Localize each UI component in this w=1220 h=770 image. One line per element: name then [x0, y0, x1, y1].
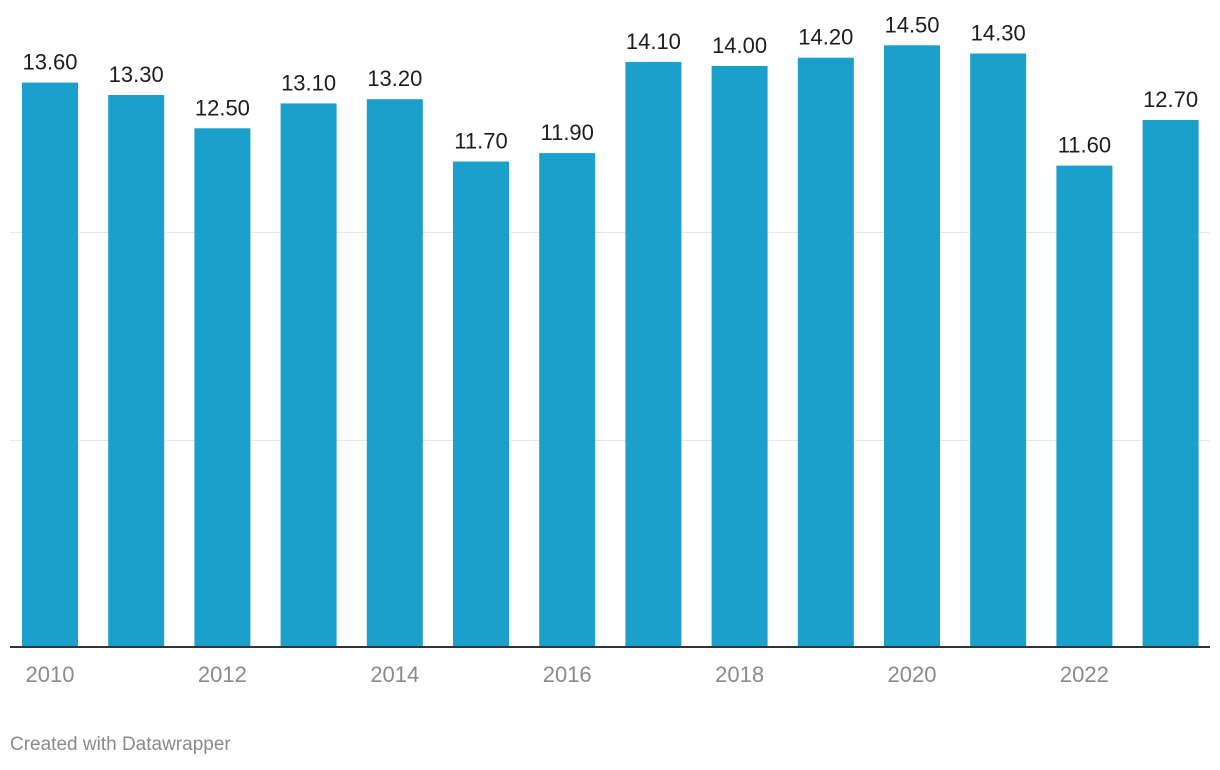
- x-tick-label-2018: 2018: [715, 662, 764, 687]
- bar-2022: [1056, 165, 1113, 647]
- value-label-2010: 13.60: [22, 50, 77, 75]
- x-tick-label-2012: 2012: [198, 662, 247, 687]
- gridlines: [10, 232, 1210, 441]
- value-labels: 13.60 13.30 12.50 13.10 13.20 11.70 11.90 14.10…: [22, 12, 1198, 157]
- credit-text: Created with Datawrapper: [10, 734, 231, 755]
- bar-2020: [884, 45, 940, 648]
- bar-2014: [366, 99, 423, 647]
- x-tick-label-2014: 2014: [370, 662, 419, 687]
- value-label-2015: 11.70: [454, 129, 507, 154]
- value-label-2011: 13.30: [109, 62, 164, 87]
- x-tick-label-2022: 2022: [1060, 662, 1109, 687]
- bar-2011: [108, 95, 165, 647]
- value-label-2012: 12.50: [195, 95, 250, 120]
- bar-chart: 13.60 13.30 12.50 13.10 13.20 11.70 11.90 14.10…: [10, 12, 1210, 687]
- bar-2013: [280, 103, 337, 647]
- value-label-2022: 11.60: [1058, 133, 1111, 158]
- bar-2012: [194, 128, 251, 648]
- bar-2018: [711, 66, 768, 647]
- value-label-2023: 12.70: [1143, 87, 1198, 112]
- value-label-2019: 14.20: [798, 25, 853, 50]
- x-tick-label-2020: 2020: [888, 662, 937, 687]
- bar-2021: [970, 53, 1027, 647]
- value-label-2020: 14.50: [884, 12, 939, 37]
- bar-2010: [22, 82, 78, 648]
- bars: [22, 45, 1199, 648]
- x-tick-label-2016: 2016: [543, 662, 592, 687]
- bar-2016: [539, 153, 596, 647]
- value-label-2021: 14.30: [971, 21, 1026, 46]
- value-label-2013: 13.10: [281, 70, 336, 95]
- bar-2017: [625, 61, 682, 647]
- value-label-2016: 11.90: [540, 120, 593, 145]
- value-label-2018: 14.00: [712, 33, 767, 58]
- bar-2019: [797, 57, 854, 647]
- value-label-2017: 14.10: [626, 29, 681, 54]
- x-axis-ticks: 2010 2012 2014 2016 2018 2020 2022: [26, 662, 1109, 687]
- bar-2015: [453, 161, 509, 647]
- bar-2023: [1142, 120, 1199, 647]
- x-tick-label-2010: 2010: [26, 662, 75, 687]
- value-label-2014: 13.20: [367, 66, 422, 91]
